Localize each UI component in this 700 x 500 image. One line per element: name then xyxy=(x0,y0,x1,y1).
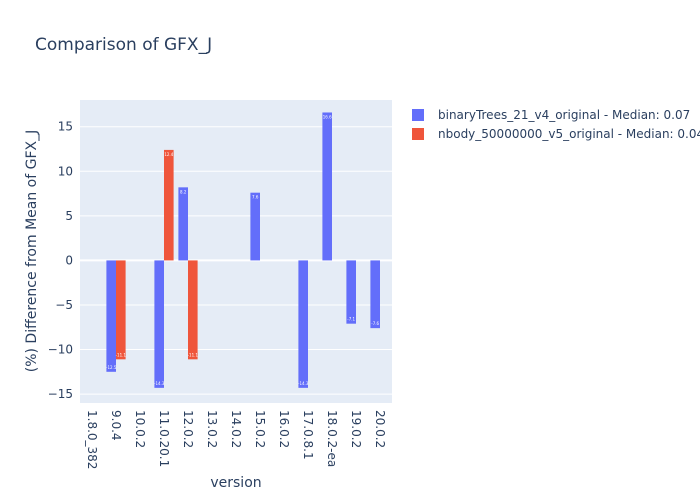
legend-swatch xyxy=(412,109,424,121)
y-tick-label: −15 xyxy=(48,387,73,401)
bar-data-label: 12.4 xyxy=(164,152,173,157)
bar xyxy=(116,260,126,360)
x-tick-label: 11.0.20.1 xyxy=(157,410,171,467)
bar-data-label: -11.1 xyxy=(116,352,127,357)
legend-swatch xyxy=(412,128,424,140)
bar-data-label: 16.6 xyxy=(323,114,332,119)
plot-background xyxy=(80,100,392,403)
bar xyxy=(346,260,356,324)
chart-title: Comparison of GFX_J xyxy=(35,35,212,55)
bar xyxy=(188,260,198,360)
bar-data-label: -7.1 xyxy=(347,317,355,322)
legend-label: nbody_50000000_v5_original - Median: 0.0… xyxy=(438,127,700,141)
y-tick-label: −5 xyxy=(55,298,73,312)
x-tick-label: 19.0.2 xyxy=(349,410,363,448)
bar xyxy=(322,112,332,261)
bar-data-label: 7.6 xyxy=(252,195,259,200)
x-tick-label: 13.0.2 xyxy=(205,410,219,448)
x-tick-label: 20.0.2 xyxy=(373,410,387,448)
x-tick-label: 12.0.2 xyxy=(181,410,195,448)
x-tick-label: 9.0.4 xyxy=(109,410,123,441)
x-tick-label: 14.0.2 xyxy=(229,410,243,448)
legend-label: binaryTrees_21_v4_original - Median: 0.0… xyxy=(438,108,690,122)
x-axis-title: version xyxy=(210,475,261,491)
y-tick-label: 0 xyxy=(65,253,73,267)
x-tick-label: 10.0.2 xyxy=(133,410,147,448)
y-tick-label: −10 xyxy=(48,343,73,357)
y-tick-label: 15 xyxy=(58,120,73,134)
x-tick-label: 1.8.0_382 xyxy=(85,410,99,469)
bar-data-label: -7.6 xyxy=(371,321,379,326)
bar-data-label: -14.3 xyxy=(298,381,309,386)
x-tick-label: 16.0.2 xyxy=(277,410,291,448)
bar-data-label: 8.2 xyxy=(180,189,187,194)
gridlines xyxy=(80,126,392,395)
bar xyxy=(164,149,174,261)
bars: -12.5 -14.3 8.2 7.6 -14.3 16.6 -7.1 -7.6 -11.1 12… xyxy=(106,112,380,388)
x-tick-labels: 1.8.0_382 9.0.4 10.0.2 11.0.20.1 12.0.2 13.0.… xyxy=(85,410,387,469)
bar xyxy=(370,260,380,329)
bar xyxy=(154,260,164,388)
y-tick-label: 10 xyxy=(58,164,73,178)
bar-data-label: -11.1 xyxy=(188,352,199,357)
bar xyxy=(178,187,188,261)
y-tick-labels: −15 −10 −5 0 5 10 15 xyxy=(48,120,73,401)
bar-data-label: -14.3 xyxy=(154,381,165,386)
x-tick-label: 15.0.2 xyxy=(253,410,267,448)
legend: binaryTrees_21_v4_original - Median: 0.0… xyxy=(412,108,700,141)
y-axis-title: (%) Difference from Mean of GFX_J xyxy=(24,130,40,373)
y-tick-label: 5 xyxy=(65,209,73,223)
bar xyxy=(298,260,308,388)
x-tick-label: 18.0.2-ea xyxy=(325,410,339,467)
x-tick-label: 17.0.8.1 xyxy=(301,410,315,460)
bar xyxy=(250,192,260,261)
bar xyxy=(106,260,116,372)
bar-data-label: -12.5 xyxy=(106,365,117,370)
